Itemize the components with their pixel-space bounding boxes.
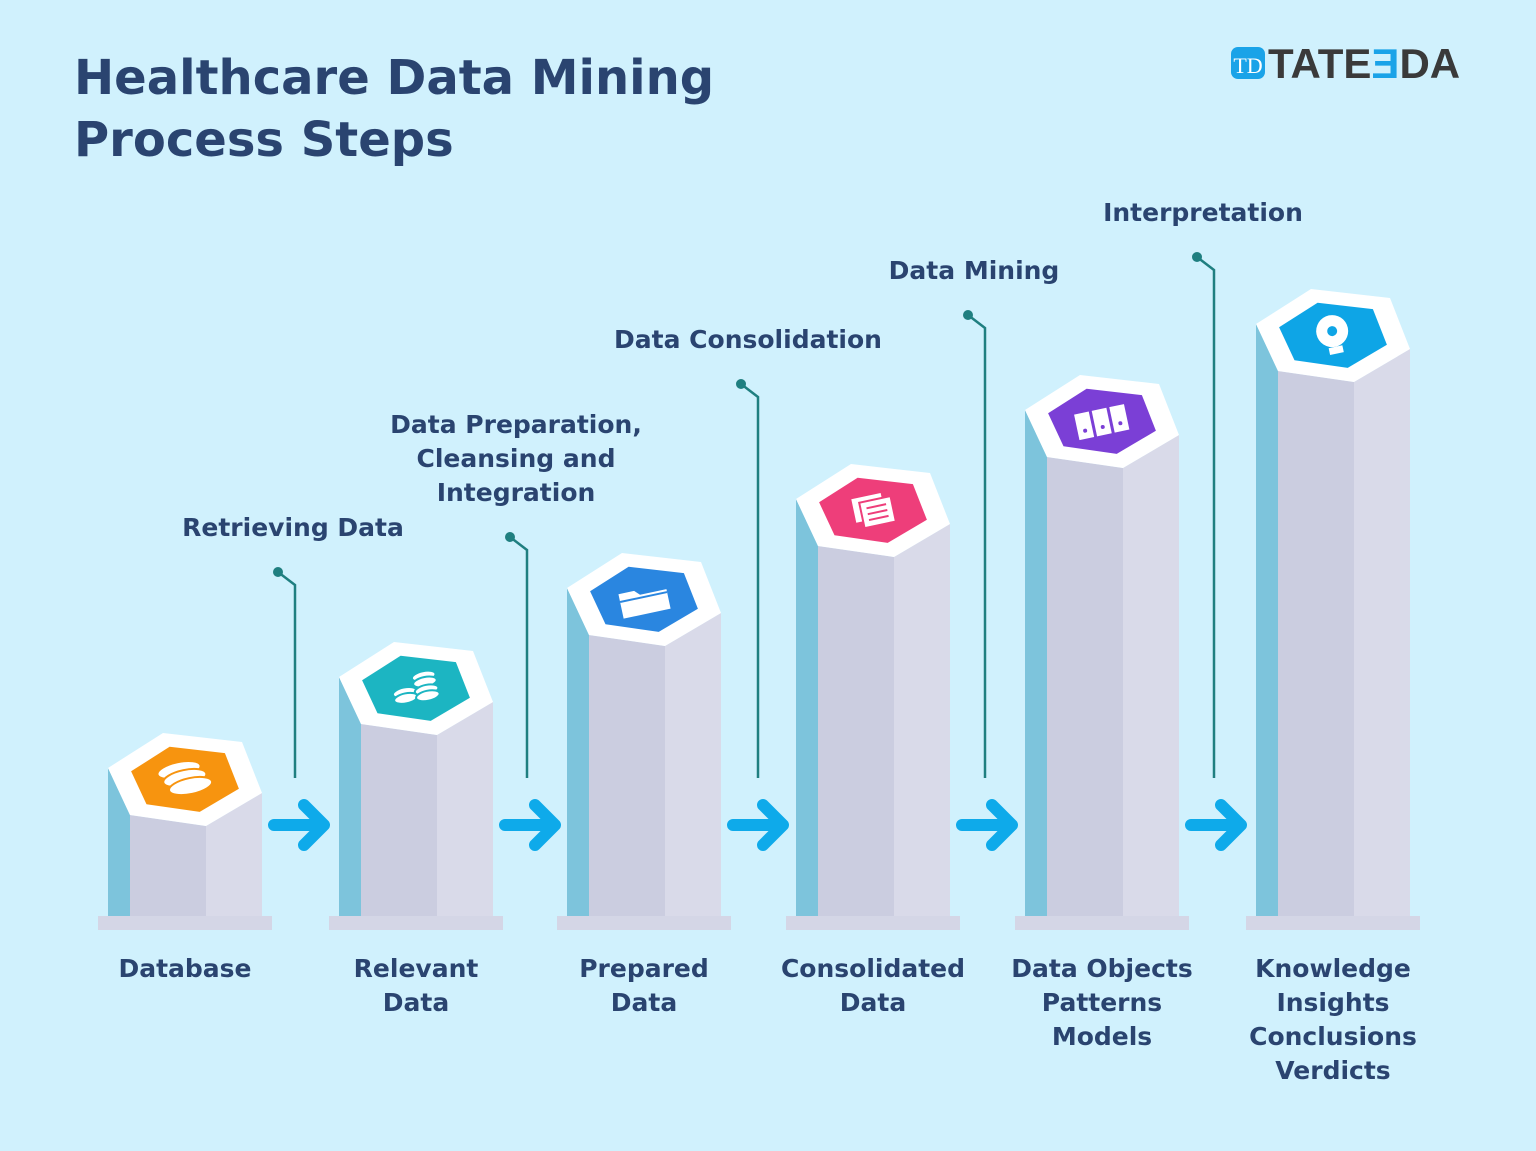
step-3: Prepared Data Data Preparation, Cleansing a…: [390, 410, 731, 1017]
leader-line: [963, 310, 987, 778]
coins-stack-icon: [391, 669, 441, 705]
pillar-plinth: [329, 916, 503, 930]
pillar-front: [1278, 371, 1354, 916]
pillar-right: [894, 524, 950, 916]
pillar-right: [437, 702, 493, 916]
process-label: Data Consolidation: [614, 325, 882, 354]
step-2: Relevant Data Retrieving Data: [182, 513, 503, 1017]
step-1: Database: [98, 733, 272, 983]
pillar-plinth: [1246, 916, 1420, 930]
logo-text: TATEƎDA: [1268, 40, 1460, 87]
page-title-line-2: Process Steps: [74, 112, 454, 168]
lightbulb-icon: [1316, 315, 1349, 356]
output-label: Data: [611, 988, 677, 1017]
step-6: Knowledge Insights Conclusions Verdicts Inte…: [1103, 198, 1420, 1085]
output-label: Patterns: [1042, 988, 1162, 1017]
output-label: Conclusions: [1249, 1022, 1417, 1051]
output-label: Models: [1052, 1022, 1152, 1051]
logo-mark-text: TD: [1233, 53, 1262, 78]
pillar-plinth: [557, 916, 731, 930]
pillar-front: [1047, 457, 1123, 916]
pillar-front: [589, 635, 665, 916]
pillar-side: [1256, 324, 1278, 916]
arrow-right-icon: [268, 799, 330, 851]
leader-line: [273, 567, 297, 778]
pillar-plinth: [786, 916, 960, 930]
output-label: Data: [383, 988, 449, 1017]
step-5: Data Objects Patterns Models Data Mining: [889, 256, 1193, 1051]
arrow-right-icon: [499, 799, 561, 851]
folder-icon: [618, 589, 671, 619]
output-label: Relevant: [354, 954, 479, 983]
output-label: Verdicts: [1275, 1056, 1390, 1085]
output-label: Consolidated: [781, 954, 965, 983]
process-label: Integration: [437, 478, 596, 507]
pillar-right: [1354, 349, 1410, 916]
page-title-line-1: Healthcare Data Mining: [74, 50, 714, 106]
pillar-front: [818, 546, 894, 916]
process-label: Cleansing and: [417, 444, 616, 473]
pillar-right: [206, 793, 262, 916]
pillar-front: [130, 815, 206, 916]
pillar-right: [665, 613, 721, 916]
output-label: Data: [840, 988, 906, 1017]
pillar-side: [108, 768, 130, 916]
arrow-right-icon: [956, 799, 1018, 851]
pillar-plinth: [98, 916, 272, 930]
arrow-right-icon: [1185, 799, 1247, 851]
pillar-side: [1025, 410, 1047, 916]
leader-line: [736, 379, 760, 778]
arrow-right-icon: [727, 799, 789, 851]
output-label: Data Objects: [1011, 954, 1192, 983]
step-4: Consolidated Data Data Consolidation: [614, 325, 965, 1017]
pillar-right: [1123, 435, 1179, 916]
output-label: Knowledge: [1255, 954, 1411, 983]
process-label: Retrieving Data: [182, 513, 404, 542]
pillar-front: [361, 724, 437, 916]
leader-line: [1192, 252, 1216, 778]
database-icon: [156, 759, 214, 797]
process-label: Interpretation: [1103, 198, 1303, 227]
pillar-side: [567, 588, 589, 916]
output-label: Prepared: [579, 954, 709, 983]
process-label: Data Mining: [889, 256, 1060, 285]
process-label: Data Preparation,: [390, 410, 642, 439]
logo-mark-icon: [1231, 47, 1265, 79]
pillar-side: [796, 499, 818, 916]
server-icon: [1074, 404, 1130, 441]
output-label: Insights: [1276, 988, 1389, 1017]
brand-logo: TD TATEƎDA: [1231, 40, 1460, 87]
pillar-side: [339, 677, 361, 916]
leader-line: [505, 532, 529, 778]
documents-icon: [848, 490, 898, 530]
output-label: Database: [118, 954, 251, 983]
pillar-plinth: [1015, 916, 1189, 930]
